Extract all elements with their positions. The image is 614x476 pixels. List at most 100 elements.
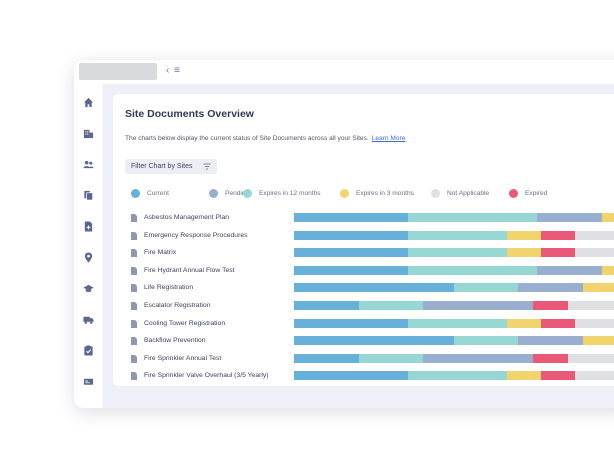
status-segment-expires_12[interactable]	[408, 265, 538, 275]
status-segment-expires_3[interactable]	[582, 283, 614, 293]
status-segment-not_applicable[interactable]	[575, 248, 614, 258]
description-text: The charts below display the current sta…	[125, 135, 369, 142]
status-segment-expired[interactable]	[533, 353, 569, 363]
status-segment-expired[interactable]	[541, 230, 576, 240]
status-segment-current[interactable]	[294, 301, 360, 310]
status-segment-expires_12[interactable]	[408, 248, 508, 258]
filter-chart-by-sites-button[interactable]: Filter Chart by Sites	[125, 159, 217, 174]
status-segment-expires_12[interactable]	[358, 301, 424, 310]
document-row[interactable]: Escalator Registration	[131, 301, 614, 311]
status-bar[interactable]	[294, 283, 614, 293]
status-segment-pending[interactable]	[518, 336, 584, 346]
status-segment-expires_3[interactable]	[506, 248, 542, 258]
status-segment-expires_3[interactable]	[506, 230, 542, 240]
status-segment-current[interactable]	[294, 371, 409, 381]
learn-more-link[interactable]: Learn More	[371, 135, 406, 142]
users-icon[interactable]	[83, 159, 94, 170]
document-row[interactable]: Fire Sprinkler Valve Overhaul (3/5 Yearl…	[131, 371, 614, 381]
status-bar[interactable]	[294, 301, 614, 310]
status-bar[interactable]	[294, 353, 614, 363]
status-bar[interactable]	[294, 230, 614, 240]
status-segment-not_applicable[interactable]	[575, 230, 614, 240]
status-bar[interactable]	[294, 371, 614, 381]
document-label: Fire Matrix	[144, 249, 177, 257]
sidebar-collapse-toggle[interactable]: ‹ ≡	[166, 65, 181, 76]
status-segment-not_applicable[interactable]	[567, 301, 614, 310]
status-segment-expires_12[interactable]	[408, 230, 508, 240]
truck-icon[interactable]	[83, 314, 94, 325]
clipboard-check-icon[interactable]	[83, 345, 94, 356]
site-selector[interactable]	[79, 63, 157, 80]
site-documents-card: Site Documents Overview The charts below…	[113, 94, 614, 386]
document-row[interactable]: Fire Matrix	[131, 248, 614, 258]
sidebar	[74, 84, 104, 408]
document-icon	[131, 266, 137, 275]
status-segment-pending[interactable]	[537, 265, 603, 275]
document-label: Life Registration	[144, 284, 194, 292]
status-segment-current[interactable]	[294, 336, 455, 346]
status-segment-expires_3[interactable]	[601, 265, 614, 275]
graduation-cap-icon[interactable]	[83, 283, 94, 294]
status-bar[interactable]	[294, 336, 614, 346]
document-icon	[131, 302, 137, 310]
document-icon	[131, 372, 137, 381]
filter-label: Filter Chart by Sites	[131, 163, 193, 170]
status-segment-current[interactable]	[294, 213, 409, 222]
status-segment-expires_3[interactable]	[506, 318, 542, 328]
document-row[interactable]: Asbestos Management Plan	[131, 213, 614, 223]
status-segment-pending[interactable]	[423, 301, 534, 310]
location-pin-icon[interactable]	[83, 252, 94, 263]
document-row[interactable]: Fire Sprinkler Annual Test	[131, 353, 614, 364]
document-icon	[131, 337, 137, 346]
document-row[interactable]: Life Registration	[131, 283, 614, 293]
file-add-icon[interactable]	[83, 221, 94, 232]
document-label: Backflow Prevention	[144, 337, 206, 345]
status-segment-pending[interactable]	[423, 353, 534, 363]
card-description: The charts below display the current sta…	[125, 135, 405, 142]
documents-icon[interactable]	[83, 190, 94, 201]
status-bar[interactable]	[294, 265, 614, 275]
legend-label: Expires in 3 months	[356, 190, 414, 197]
status-bar[interactable]	[294, 213, 614, 222]
status-bar[interactable]	[294, 248, 614, 258]
status-segment-current[interactable]	[294, 283, 455, 293]
status-segment-expires_3[interactable]	[582, 336, 614, 346]
status-segment-expires_3[interactable]	[601, 213, 614, 222]
status-segment-expires_12[interactable]	[453, 336, 519, 346]
status-bar[interactable]	[294, 318, 614, 328]
legend-label: Expired	[525, 190, 548, 197]
status-segment-expired[interactable]	[541, 318, 576, 328]
status-segment-expires_12[interactable]	[408, 371, 508, 381]
status-segment-pending[interactable]	[518, 283, 584, 293]
status-segment-expired[interactable]	[541, 371, 576, 381]
document-row[interactable]: Emergency Response Procedures	[131, 230, 614, 241]
document-icon	[131, 354, 137, 363]
status-segment-expires_12[interactable]	[408, 213, 538, 222]
status-segment-current[interactable]	[294, 318, 409, 328]
document-row[interactable]: Backflow Prevention	[131, 336, 614, 346]
document-row[interactable]: Fire Hydrant Annual Flow Test	[131, 265, 614, 276]
id-card-icon[interactable]	[83, 376, 94, 387]
status-segment-expires_3[interactable]	[506, 371, 542, 381]
status-segment-expires_12[interactable]	[358, 353, 424, 363]
home-icon[interactable]	[83, 97, 94, 108]
status-segment-expires_12[interactable]	[408, 318, 508, 328]
status-segment-current[interactable]	[294, 248, 409, 258]
status-segment-not_applicable[interactable]	[575, 371, 614, 381]
legend-swatch	[431, 189, 440, 198]
legend-swatch	[131, 189, 140, 198]
status-segment-current[interactable]	[294, 230, 409, 240]
status-segment-expired[interactable]	[533, 301, 569, 310]
status-segment-pending[interactable]	[537, 213, 603, 222]
document-label: Asbestos Management Plan	[144, 214, 230, 221]
status-segment-expires_12[interactable]	[453, 283, 519, 293]
legend-label: Pending	[225, 190, 250, 197]
status-segment-not_applicable[interactable]	[567, 353, 614, 363]
status-segment-expired[interactable]	[541, 248, 576, 258]
status-segment-current[interactable]	[294, 353, 360, 363]
building-icon[interactable]	[83, 128, 94, 139]
status-segment-current[interactable]	[294, 265, 409, 275]
filter-icon	[203, 163, 211, 170]
document-row[interactable]: Cooling Tower Registration	[131, 318, 614, 329]
status-segment-not_applicable[interactable]	[575, 318, 614, 328]
